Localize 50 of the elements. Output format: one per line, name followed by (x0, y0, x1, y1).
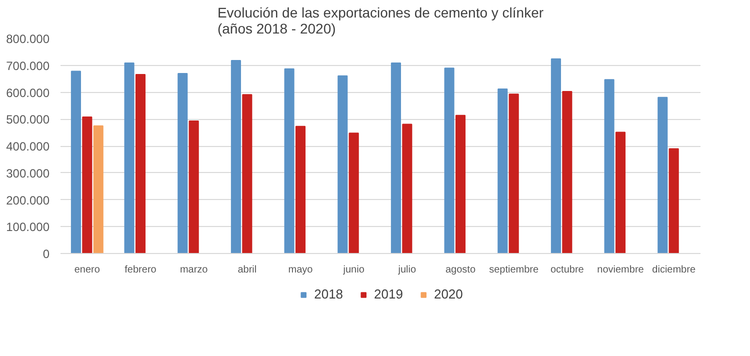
y-tick-label: 800.000 (6, 32, 50, 46)
bar (295, 126, 306, 254)
bar (604, 79, 614, 254)
bar (230, 60, 241, 254)
bar (658, 96, 668, 254)
bar (444, 68, 454, 254)
bar (178, 72, 188, 254)
bar (455, 114, 466, 254)
x-tick-label: junio (342, 264, 365, 276)
bar (188, 120, 199, 254)
x-tick-label: abril (238, 264, 257, 276)
y-tick-label: 200.000 (6, 193, 50, 208)
y-tick-label: 300.000 (6, 166, 50, 180)
legend-label: 2019 (374, 286, 403, 302)
x-tick-label: mayo (288, 264, 314, 276)
y-tick-label: 0 (42, 247, 50, 261)
bar (124, 62, 134, 254)
y-tick-label: 100.000 (6, 220, 50, 234)
x-tick-label: febrero (124, 264, 157, 276)
x-tick-label: diciembre (652, 264, 696, 276)
bar (402, 124, 412, 254)
bar (242, 94, 252, 254)
y-tick-label: 600.000 (6, 86, 50, 100)
bar (338, 75, 348, 254)
y-tick-label: 700.000 (6, 58, 50, 73)
x-tick-label: noviembre (597, 264, 644, 276)
legend-label: 2020 (434, 286, 463, 302)
bar (135, 74, 146, 254)
x-tick-label: septiembre (489, 264, 540, 276)
bar (284, 68, 294, 254)
x-tick-label: julio (397, 264, 416, 276)
bar (562, 90, 572, 254)
bar (93, 125, 104, 254)
y-tick-label: 400.000 (6, 140, 50, 154)
x-tick-label: enero (74, 264, 100, 276)
bar (348, 132, 359, 254)
bar (668, 148, 679, 254)
y-tick-label: 500.000 (6, 112, 50, 127)
bar (615, 132, 626, 254)
x-tick-label: agosto (445, 264, 476, 276)
bar (82, 116, 92, 254)
x-tick-label: marzo (180, 264, 208, 276)
x-tick-label: octubre (550, 264, 584, 276)
bar (508, 94, 519, 254)
bar (70, 70, 81, 254)
bar (390, 62, 401, 254)
legend-label: 2018 (314, 286, 344, 302)
bar (498, 88, 508, 254)
chart-title: Evolución de las exportaciones de cemento y clínker (años 2018 - 2020) (217, 4, 544, 36)
bar (550, 58, 561, 254)
